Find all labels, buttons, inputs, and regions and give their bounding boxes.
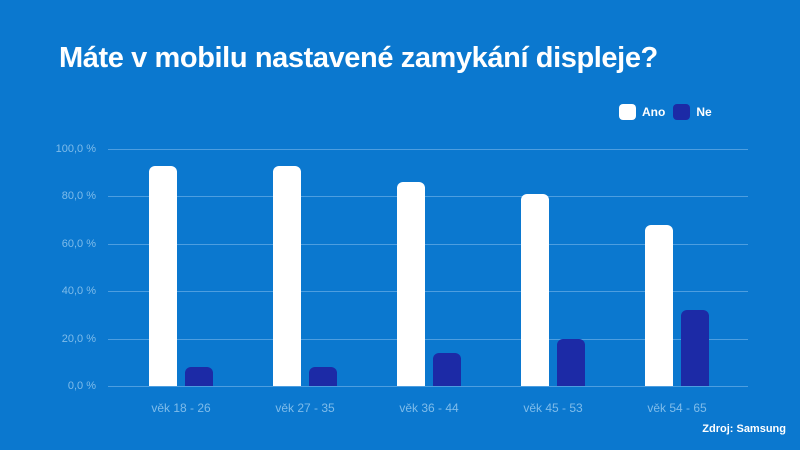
chart-title: Máte v mobilu nastavené zamykání displej… bbox=[59, 42, 658, 74]
bar-ano bbox=[397, 182, 425, 386]
x-tick-label: věk 18 - 26 bbox=[151, 401, 211, 415]
gridline bbox=[108, 291, 748, 293]
legend-item-ano: Ano bbox=[619, 104, 665, 120]
gridline bbox=[108, 338, 748, 340]
source-note: Zdroj: Samsung bbox=[702, 423, 786, 435]
y-tick-label: 100,0 % bbox=[55, 143, 96, 155]
x-tick-label: věk 27 - 35 bbox=[275, 401, 335, 415]
bar-ano bbox=[521, 194, 549, 386]
legend-swatch-ne bbox=[673, 104, 691, 120]
x-tick-label: věk 36 - 44 bbox=[399, 401, 459, 415]
chart-legend: Ano Ne bbox=[619, 104, 720, 120]
x-tick-label: věk 54 - 65 bbox=[647, 401, 707, 415]
bar-ne bbox=[557, 338, 585, 386]
bar-ne bbox=[681, 310, 709, 386]
plot-area: 0,0 % 20,0 % 40,0 % 60,0 % 80,0 % 100,0 % bbox=[56, 143, 748, 392]
y-tick-label: 0,0 % bbox=[67, 380, 96, 392]
legend-item-ne: Ne bbox=[673, 104, 712, 120]
gridline bbox=[108, 149, 748, 150]
gridline bbox=[108, 386, 748, 387]
legend-label-ne: Ne bbox=[696, 105, 712, 119]
y-tick-label: 60,0 % bbox=[61, 237, 96, 250]
bar-ne bbox=[309, 367, 337, 386]
legend-swatch-ano bbox=[619, 104, 636, 120]
gridline bbox=[108, 243, 748, 245]
bar-ano bbox=[645, 224, 673, 386]
bar-ano bbox=[273, 165, 301, 386]
bar-ne bbox=[185, 367, 213, 386]
y-tick-label: 20,0 % bbox=[61, 332, 96, 345]
x-tick-label: věk 45 - 53 bbox=[523, 401, 583, 415]
gridline bbox=[108, 196, 748, 198]
y-tick-label: 40,0 % bbox=[61, 285, 96, 298]
y-tick-label: 80,0 % bbox=[61, 190, 96, 203]
bar-ne bbox=[433, 352, 461, 386]
legend-label-ano: Ano bbox=[642, 105, 666, 119]
bar-ano bbox=[149, 165, 177, 386]
